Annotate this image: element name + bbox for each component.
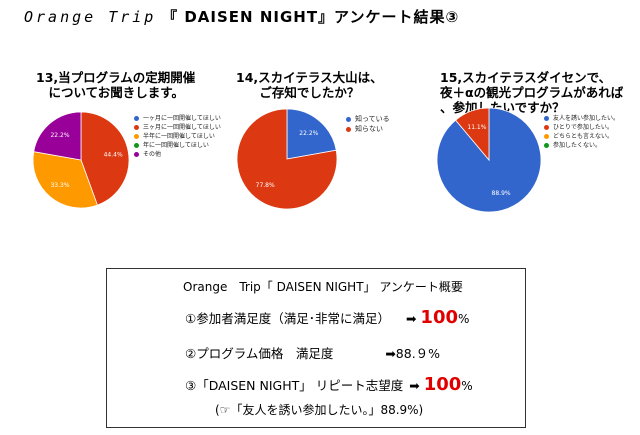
- legend-item-q14-1: 知らない: [346, 124, 390, 134]
- question-13-title: 13,当プログラムの定期開催 についてお聞きします。: [36, 70, 196, 100]
- survey-summary-box: Orange Trip「 DAISEN NIGHT」 アンケート概要 ①参加者満…: [106, 268, 526, 428]
- pie-label-q14-1: 77.8%: [256, 182, 275, 189]
- repeat-unit: %: [461, 379, 473, 393]
- legend-dot-icon: [544, 116, 549, 121]
- price-label: ②プログラム価格 満足度: [185, 346, 334, 361]
- legend-dot-icon: [346, 116, 351, 122]
- legend-dot-icon: [134, 134, 139, 139]
- pie-chart-q14: 22.2% 77.8%: [236, 108, 338, 210]
- legend-dot-icon: [134, 125, 139, 130]
- legend-label: 一ヶ月に一回開催してほしい: [143, 115, 221, 122]
- legend-item-q15-2: どちらとも言えない。: [544, 132, 619, 141]
- legend-dot-icon: [134, 152, 139, 157]
- legend-q15: 友人を誘い参加したい。 ひとりで参加したい。 どちらとも言えない。 参加したくない。: [544, 114, 619, 150]
- legend-label: ひとりで参加したい。: [553, 124, 613, 131]
- pie-slice-q15-1: [455, 107, 490, 162]
- summary-heading: Orange Trip「 DAISEN NIGHT」 アンケート概要: [183, 280, 463, 294]
- legend-label: 年に一回開催してほしい: [143, 142, 209, 149]
- legend-q13: 一ヶ月に一回開催してほしい 三ヶ月に一回開催してほしい 半年に一回開催してほしい 年に…: [134, 114, 221, 159]
- pie-slice-q14-0: [286, 108, 337, 160]
- legend-q14: 知っている 知らない: [346, 114, 390, 134]
- pie-label-q15-1: 11.1%: [467, 124, 486, 131]
- repeat-value: 100: [423, 374, 462, 395]
- title-prefix: Orange Trip: [24, 8, 157, 26]
- summary-line-satisfaction: ①参加者満足度（満足･非常に満足） ➡ 100%: [185, 307, 469, 328]
- legend-label: 知っている: [355, 115, 390, 123]
- legend-item-q13-2: 半年に一回開催してほしい: [134, 132, 221, 141]
- pie-slice-q13-4: [33, 111, 82, 161]
- pie-label-q13-1: 44.4%: [104, 151, 123, 158]
- pie-slice-q13-2: [32, 151, 98, 209]
- pie-label-q13-4: 22.2%: [50, 132, 69, 139]
- pie-label-q15-0: 88.9%: [492, 190, 511, 197]
- pie-slice-q14-1: [236, 108, 338, 210]
- legend-label: 三ヶ月に一回開催してほしい: [143, 124, 221, 131]
- legend-dot-icon: [346, 126, 351, 132]
- pie-slice-q13-1: [80, 111, 130, 206]
- legend-label: 参加したくない。: [553, 142, 602, 149]
- legend-item-q15-1: ひとりで参加したい。: [544, 123, 619, 132]
- legend-label: 友人を誘い参加したい。: [553, 115, 620, 122]
- pie-label-q13-2: 33.3%: [50, 182, 69, 189]
- pie-chart-q13: 44.4% 33.3% 22.2%: [32, 111, 130, 209]
- satisfaction-value: 100: [420, 307, 458, 328]
- satisfaction-label: ①参加者満足度（満足･非常に満足）: [185, 311, 390, 326]
- legend-dot-icon: [544, 125, 549, 130]
- legend-label: その他: [143, 151, 162, 158]
- legend-item-q13-1: 三ヶ月に一回開催してほしい: [134, 123, 221, 132]
- pie-chart-q15: 88.9% 11.1%: [436, 107, 542, 213]
- legend-item-q15-3: 参加したくない。: [544, 141, 619, 150]
- legend-dot-icon: [544, 134, 549, 139]
- legend-item-q13-0: 一ヶ月に一回開催してほしい: [134, 114, 221, 123]
- question-14-title: 14,スカイテラス大山は、 ご存知でしたか？: [236, 70, 383, 100]
- summary-line-repeat: ③「DAISEN NIGHT」 リピート志望度 ➡ 100%: [185, 374, 473, 395]
- page-title: Orange Trip 『 DAISEN NIGHT』アンケート結果③: [24, 6, 459, 27]
- legend-item-q13-3: 年に一回開催してほしい: [134, 141, 221, 150]
- legend-dot-icon: [134, 116, 139, 121]
- summary-note: (☞「友人を誘い参加したい。」88.9%): [215, 403, 424, 417]
- title-main: 『 DAISEN NIGHT』アンケート結果③: [162, 8, 460, 26]
- legend-label: 半年に一回開催してほしい: [143, 133, 215, 140]
- legend-label: 知らない: [355, 125, 383, 133]
- repeat-label: ③「DAISEN NIGHT」 リピート志望度: [185, 378, 404, 393]
- legend-label: どちらとも言えない。: [553, 133, 614, 140]
- arrow-icon: ➡: [409, 378, 420, 393]
- legend-item-q13-4: その他: [134, 150, 221, 159]
- arrow-icon: ➡: [405, 311, 417, 326]
- satisfaction-unit: %: [458, 312, 470, 326]
- price-value: ➡88.９%: [385, 346, 441, 361]
- legend-dot-icon: [544, 143, 549, 148]
- legend-dot-icon: [134, 143, 139, 148]
- legend-item-q15-0: 友人を誘い参加したい。: [544, 114, 619, 123]
- summary-line-price: ②プログラム価格 満足度 ➡88.９%: [185, 343, 440, 362]
- pie-label-q14-0: 22.2%: [299, 130, 318, 137]
- legend-item-q14-0: 知っている: [346, 114, 390, 124]
